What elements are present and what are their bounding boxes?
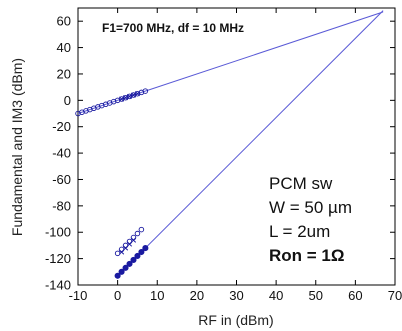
data-point-cross (134, 91, 140, 97)
data-point-cross (130, 92, 137, 98)
data-point-filled (138, 248, 145, 256)
y-tick-label: 0 (64, 93, 71, 108)
width-label: W = 50 µm (269, 198, 352, 217)
y-tick-label: -60 (52, 172, 71, 187)
data-point-filled (122, 264, 129, 271)
data-point-open (134, 230, 141, 237)
ron-label: Ron = 1Ω (269, 246, 345, 265)
x-tick-label: 30 (229, 288, 243, 303)
data-point-cross (130, 237, 137, 243)
y-tick-label: 60 (57, 14, 71, 29)
data-point-filled (134, 252, 141, 260)
condition-label: F1=700 MHz, df = 10 MHz (102, 21, 244, 35)
data-point-open (138, 226, 145, 233)
data-point-cross (126, 93, 133, 99)
y-axis-title: Fundamental and IM3 (dBm) (9, 58, 25, 236)
data-point-cross (119, 96, 125, 102)
x-tick-label: 50 (309, 288, 323, 303)
y-tick-label: 20 (57, 66, 71, 81)
data-point-filled (126, 260, 133, 267)
x-tick-label: 40 (269, 288, 283, 303)
y-tick-label: -40 (52, 146, 71, 161)
x-tick-label: 70 (388, 288, 402, 303)
y-tick-label: -140 (45, 278, 71, 293)
x-tick-label: 10 (150, 288, 164, 303)
data-points (75, 88, 149, 279)
data-point-cross (122, 245, 129, 251)
data-point-cross (119, 249, 125, 255)
data-point-cross (126, 241, 133, 247)
device-label: PCM sw (269, 174, 333, 193)
data-point-filled (114, 272, 121, 279)
data-point-cross (122, 95, 129, 101)
axis-ticks: -10 0 10 20 30 40 50 60 706040200-20-40-60-80-10… (45, 8, 402, 303)
x-axis-title: RF in (dBm) (198, 312, 273, 328)
y-tick-label: -120 (45, 251, 71, 266)
length-label: L = 2um (269, 222, 330, 241)
data-point-filled (118, 268, 125, 275)
y-tick-label: -100 (45, 225, 71, 240)
y-tick-label: 40 (57, 40, 71, 55)
data-point-filled (130, 256, 137, 263)
data-point-open (142, 88, 149, 94)
data-point-filled (142, 245, 149, 252)
x-tick-label: 0 (114, 288, 121, 303)
y-tick-label: -80 (52, 198, 71, 213)
x-tick-label: 20 (190, 288, 204, 303)
fit-line-2 (117, 10, 384, 277)
x-tick-label: -10 (69, 288, 88, 303)
y-tick-label: -20 (52, 119, 71, 134)
plot-frame (77, 7, 396, 286)
x-tick-label: 60 (348, 288, 362, 303)
